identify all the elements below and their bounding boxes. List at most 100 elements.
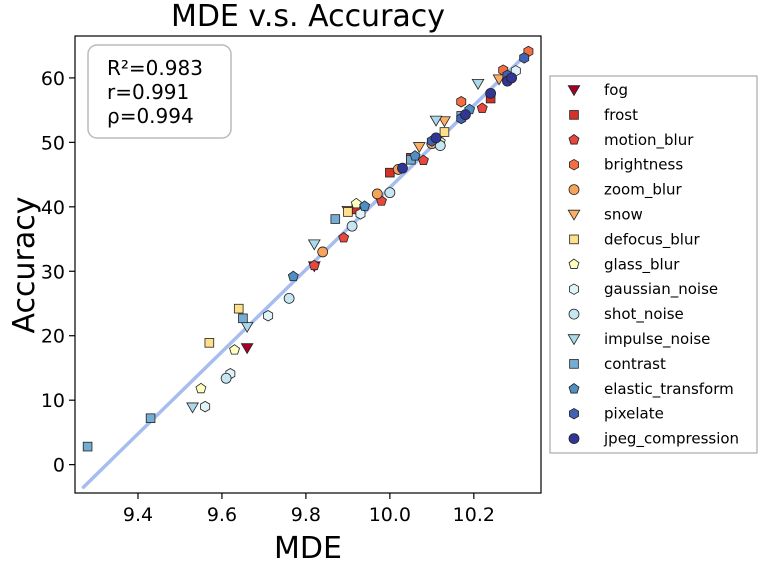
data-point-contrast-2	[238, 313, 248, 324]
data-point-motion-blur-0	[308, 259, 320, 271]
y-tick-label: 40	[41, 197, 65, 219]
legend-item-snow: snow	[567, 206, 643, 224]
plot-area	[81, 45, 534, 489]
legend-item-shot-noise: shot_noise	[568, 305, 684, 324]
legend-label: frost	[604, 106, 638, 124]
legend-marker-pixelate	[569, 407, 579, 420]
y-axis-label: Accuracy	[7, 197, 42, 334]
data-point-contrast-0	[82, 441, 93, 452]
legend-item-fog: fog	[567, 81, 628, 99]
data-point-fog-0	[240, 343, 254, 355]
legend-label: defocus_blur	[604, 230, 700, 249]
legend-marker-snow	[567, 209, 581, 221]
legend-item-jpeg-compression: jpeg_compression	[568, 430, 739, 449]
legend-item-impulse-noise: impulse_noise	[567, 330, 710, 349]
series-fog	[240, 71, 514, 355]
data-point-snow-2	[437, 116, 451, 128]
legend-marker-gaussian-noise	[569, 283, 579, 295]
data-point-zoom-blur-1	[371, 188, 383, 200]
data-point-motion-blur-4	[476, 102, 488, 113]
legend-item-motion-blur: motion_blur	[568, 131, 694, 150]
chart-title: MDE v.s. Accuracy	[171, 0, 445, 34]
data-point-defocus-blur-0	[204, 338, 215, 348]
legend-label: elastic_transform	[604, 380, 734, 399]
legend: fog frost motion_blur brightness zoom_blursn…	[549, 75, 758, 454]
legend-label: zoom_blur	[604, 181, 683, 200]
data-point-jpeg-compression-1	[430, 132, 442, 144]
stat-r2: R²=0.983	[107, 56, 203, 80]
data-point-shot-noise-2	[346, 220, 358, 232]
y-tick-label: 60	[41, 68, 65, 90]
x-axis-label: MDE	[274, 531, 342, 566]
data-point-jpeg-compression-3	[485, 87, 497, 99]
data-point-pixelate-3	[519, 52, 530, 64]
data-point-elastic-transform-0	[287, 270, 299, 282]
stats-box: R²=0.983 r=0.991 ρ=0.994	[87, 44, 232, 139]
legend-marker-zoom-blur	[568, 184, 580, 196]
legend-label: fog	[604, 81, 628, 99]
x-tick-label: 9.8	[291, 504, 321, 526]
data-point-shot-noise-3	[384, 187, 396, 199]
legend-item-zoom-blur: zoom_blur	[568, 181, 683, 200]
legend-label: pixelate	[604, 405, 664, 423]
y-tick-label: 20	[41, 326, 65, 348]
legend-item-elastic-transform: elastic_transform	[568, 380, 734, 399]
y-tick-label: 10	[41, 390, 65, 412]
series-contrast	[82, 111, 467, 452]
data-point-motion-blur-1	[338, 232, 350, 243]
stat-pearson-r: r=0.991	[107, 80, 189, 104]
data-point-snow-1	[412, 142, 426, 154]
data-point-elastic-transform-1	[359, 200, 371, 211]
data-point-glass-blur-2	[350, 197, 362, 209]
legend-marker-shot-noise	[568, 308, 580, 320]
data-point-motion-blur-3	[417, 154, 429, 166]
series-impulse-noise	[186, 78, 485, 414]
legend-label: jpeg_compression	[603, 430, 739, 449]
plot-frame	[74, 35, 542, 494]
legend-marker-contrast	[569, 359, 579, 369]
legend-marker-defocus-blur	[569, 234, 579, 245]
legend-item-contrast: contrast	[569, 355, 666, 373]
data-point-brightness-0	[456, 96, 467, 108]
legend-item-glass-blur: glass_blur	[568, 255, 680, 274]
legend-marker-elastic-transform	[568, 383, 580, 394]
legend-marker-fog	[567, 85, 581, 97]
data-point-gaussian-noise-3	[355, 208, 366, 220]
legend-marker-brightness	[569, 158, 579, 171]
data-point-snow-3	[492, 74, 506, 86]
data-point-impulse-noise-0	[186, 402, 199, 414]
data-point-jpeg-compression-0	[397, 162, 408, 174]
data-point-zoom-blur-0	[317, 246, 329, 258]
legend-marker-jpeg-compression	[568, 433, 580, 445]
data-point-contrast-1	[145, 413, 156, 424]
series-gaussian-noise	[200, 65, 521, 413]
x-tick-label: 9.6	[207, 504, 237, 526]
data-point-glass-blur-0	[195, 382, 207, 394]
legend-label: motion_blur	[604, 131, 694, 150]
stat-spearman-rho: ρ=0.994	[107, 104, 194, 128]
data-point-contrast-3	[330, 214, 341, 224]
legend-marker-frost	[569, 110, 579, 120]
data-point-shot-noise-1	[283, 292, 295, 304]
y-tick-label: 0	[53, 455, 65, 477]
data-point-impulse-noise-4	[471, 78, 485, 90]
y-tick-label: 30	[41, 261, 65, 283]
legend-marker-motion-blur	[568, 134, 580, 145]
legend-label: brightness	[604, 156, 683, 174]
legend-label: gaussian_noise	[604, 280, 718, 299]
data-point-defocus-blur-3	[439, 127, 450, 137]
legend-label: impulse_noise	[604, 330, 710, 349]
legend-label: snow	[604, 206, 643, 224]
legend-label: glass_blur	[604, 255, 680, 274]
regression-fit-line	[81, 50, 531, 489]
legend-item-brightness: brightness	[569, 156, 683, 174]
data-point-jpeg-compression-2	[460, 109, 471, 121]
series-shot-noise	[220, 140, 446, 384]
data-point-impulse-noise-3	[429, 115, 443, 127]
y-tick-label: 50	[41, 132, 65, 154]
data-point-defocus-blur-1	[233, 303, 244, 314]
series-motion-blur	[308, 102, 488, 271]
legend-frame	[549, 75, 758, 454]
axis-ticks: 9.4 9.6 9.8 10.0 10.2 0 10 20 30 40 50 60	[41, 68, 495, 526]
